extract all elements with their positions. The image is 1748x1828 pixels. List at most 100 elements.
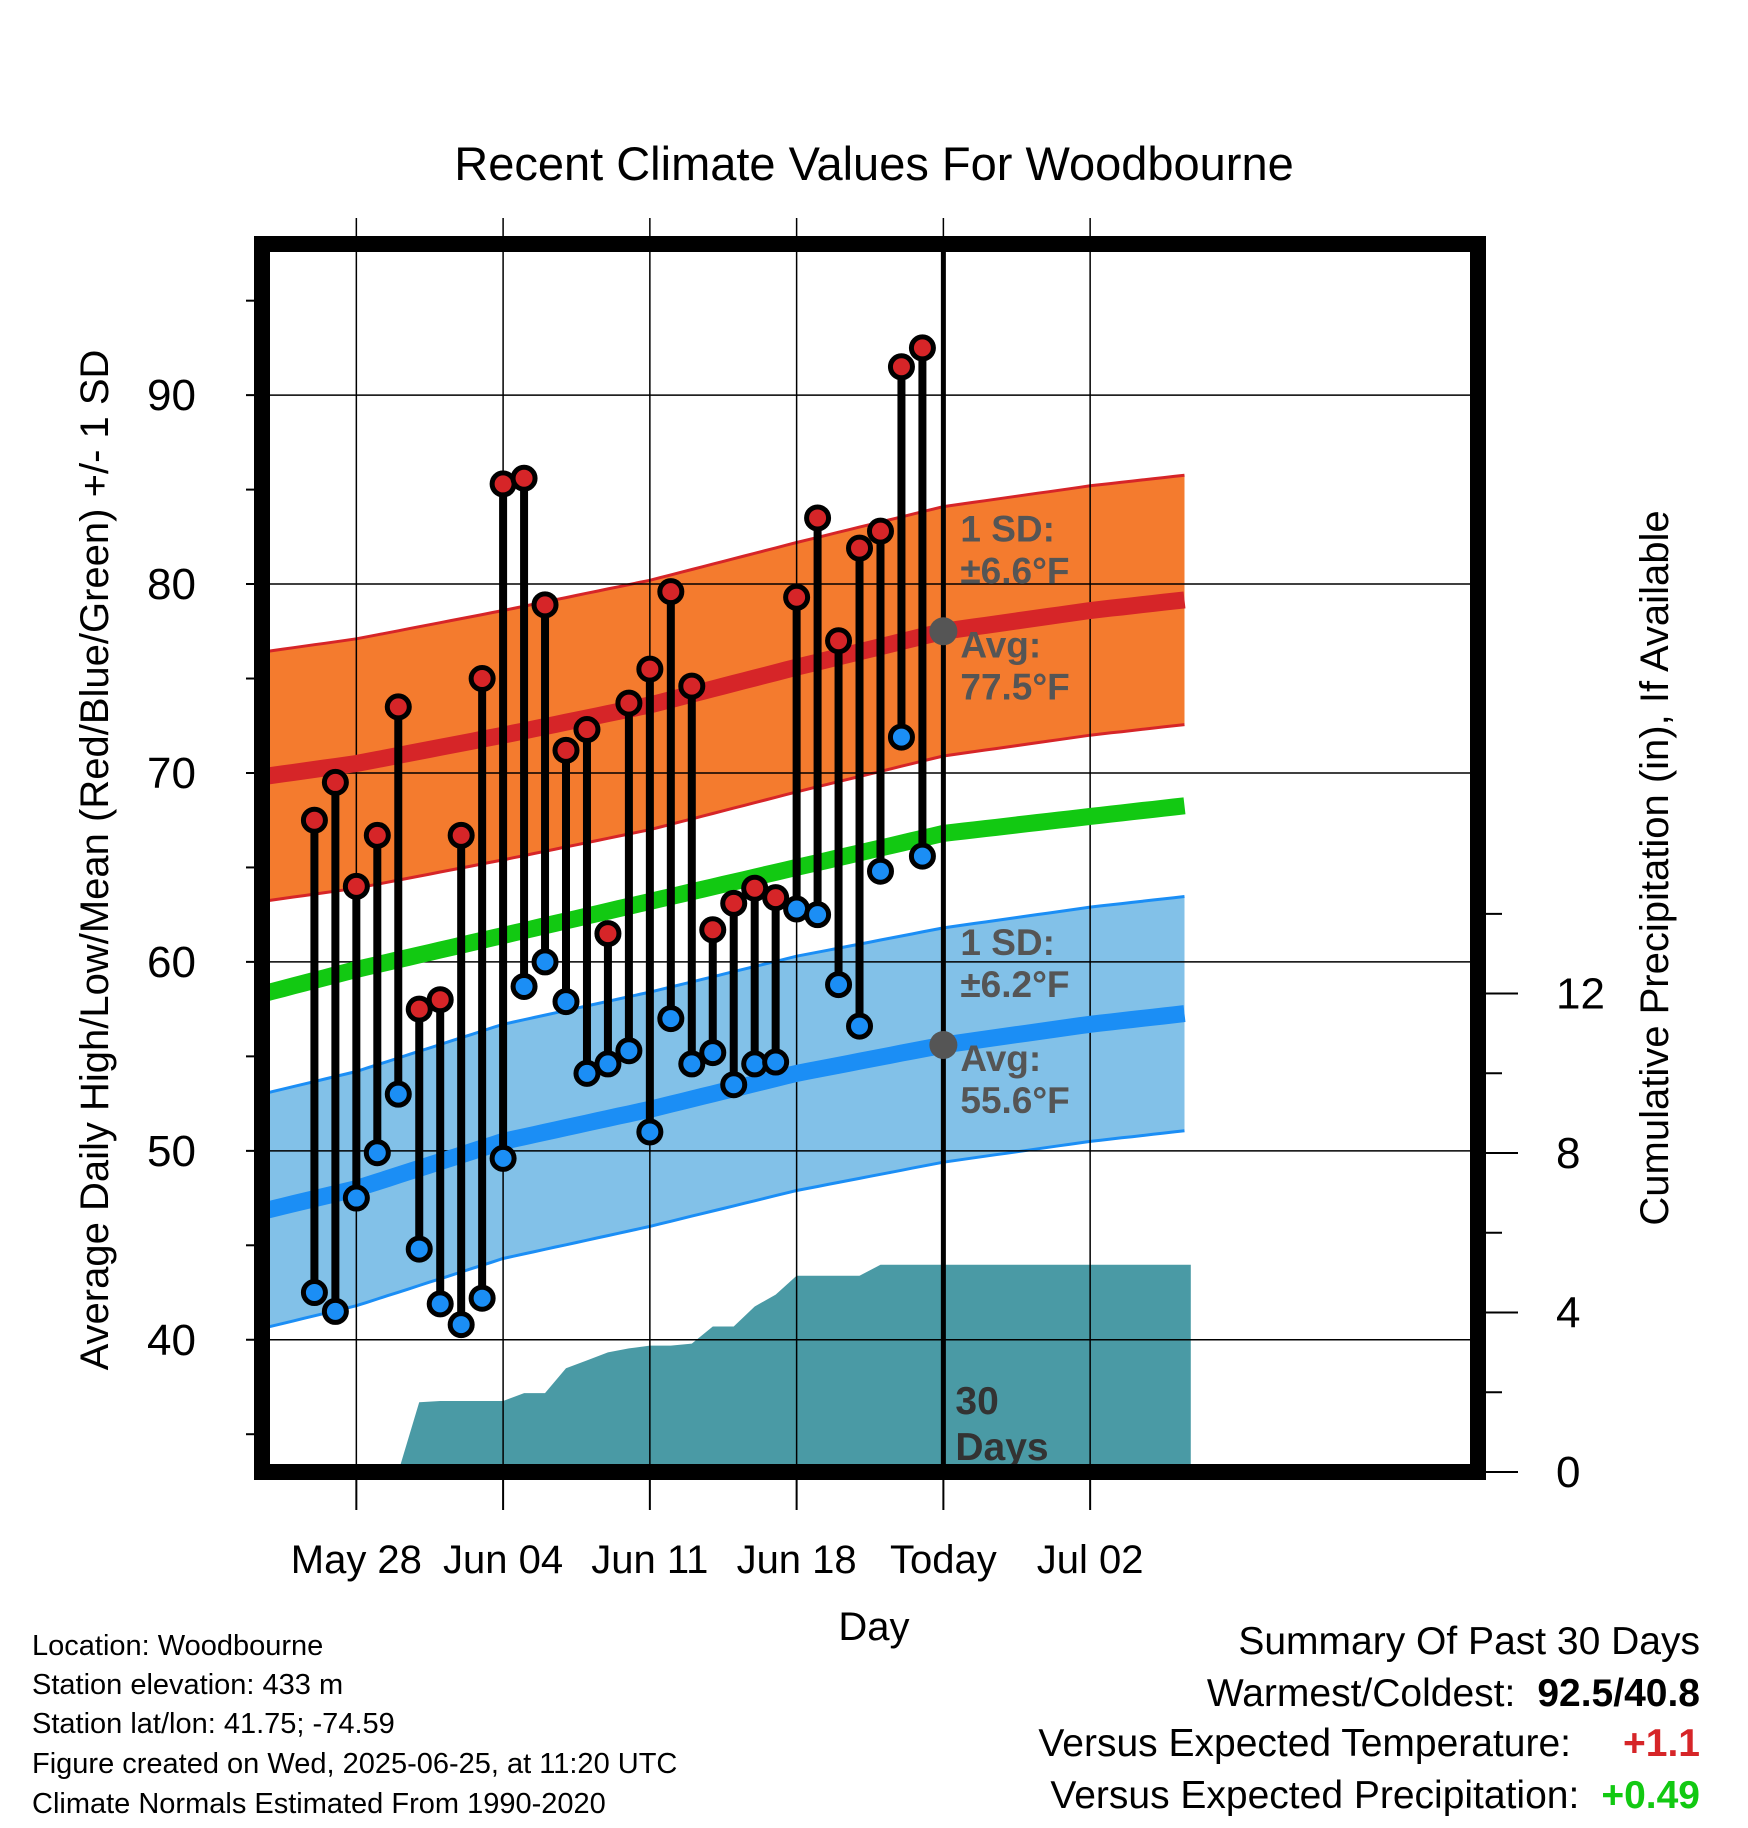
- daily-high-point: [363, 821, 391, 849]
- x-tick-label: Today: [890, 1538, 997, 1582]
- x-tick-label: Jun 04: [443, 1538, 563, 1582]
- daily-low-point: [636, 1118, 664, 1146]
- y-tick-label: 50: [147, 1127, 196, 1176]
- daily-low-point: [594, 1050, 622, 1078]
- daily-high-point: [615, 689, 643, 717]
- y-tick-label: 60: [147, 938, 196, 987]
- info-normals: Climate Normals Estimated From 1990-2020: [32, 1788, 606, 1820]
- daily-low-point: [720, 1071, 748, 1099]
- y2-tick-label: 0: [1556, 1448, 1580, 1497]
- sd-band-low: [262, 896, 1185, 1329]
- daily-low-point: [342, 1184, 370, 1212]
- daily-high-point: [405, 995, 433, 1023]
- daily-low-point: [573, 1059, 601, 1087]
- summary-title: Summary Of Past 30 Days: [1238, 1620, 1700, 1664]
- daily-high-point: [825, 627, 853, 655]
- daily-low-point: [447, 1311, 475, 1339]
- daily-high-point: [573, 716, 601, 744]
- summary-temp-row: Versus Expected Temperature: +1.1: [1038, 1722, 1700, 1766]
- summary-precip-row: Versus Expected Precipitation: +0.49: [1050, 1774, 1700, 1818]
- daily-low-point: [699, 1039, 727, 1067]
- daily-high-point: [552, 736, 580, 764]
- avg-marker: [929, 1031, 958, 1060]
- y2-axis-label: Cumulative Precipitation (in), If Availa…: [1633, 510, 1677, 1225]
- daily-high-point: [510, 464, 538, 492]
- daily-high-point: [846, 534, 874, 562]
- daily-high-point: [720, 889, 748, 917]
- summary-precip-label: Versus Expected Precipitation:: [1050, 1774, 1580, 1817]
- x-tick-label: Jun 18: [737, 1538, 857, 1582]
- sd-upper-high: [262, 473, 1185, 654]
- daily-low-point: [468, 1284, 496, 1312]
- daily-low-point: [510, 972, 538, 1000]
- y2-tick-label: 12: [1556, 970, 1605, 1019]
- daily-low-point: [657, 1005, 685, 1033]
- daily-low-point: [804, 901, 832, 929]
- daily-high-point: [636, 655, 664, 683]
- summary-temp-value: +1.1: [1623, 1722, 1700, 1765]
- daily-low-point: [300, 1279, 328, 1307]
- daily-high-point: [300, 806, 328, 834]
- summary-warmest-row: Warmest/Coldest: 92.5/40.8: [1207, 1672, 1700, 1716]
- daily-high-point: [804, 504, 832, 532]
- x-tick-label: Jul 02: [1037, 1538, 1144, 1582]
- daily-high-point: [468, 665, 496, 693]
- precip-area: [314, 1264, 1191, 1472]
- info-elevation: Station elevation: 433 m: [32, 1669, 344, 1701]
- period-label: 30: [955, 1380, 998, 1423]
- daily-high-point: [678, 672, 706, 700]
- daily-low-point: [825, 971, 853, 999]
- summary-title-text: Summary Of Past 30 Days: [1238, 1620, 1700, 1663]
- daily-high-point: [908, 334, 936, 362]
- x-axis-label: Day: [838, 1605, 909, 1649]
- daily-low-point: [615, 1037, 643, 1065]
- summary-temp-label: Versus Expected Temperature:: [1038, 1722, 1571, 1765]
- daily-high-point: [321, 768, 349, 796]
- sd-annotation: ±6.6°F: [960, 550, 1069, 591]
- chart-title: Recent Climate Values For Woodbourne: [454, 137, 1293, 190]
- avg-annotation: Avg:: [960, 624, 1041, 665]
- daily-high-point: [887, 353, 915, 381]
- daily-low-point: [363, 1139, 391, 1167]
- daily-low-point: [489, 1144, 517, 1172]
- daily-high-point: [531, 591, 559, 619]
- info-location: Location: Woodbourne: [32, 1630, 324, 1662]
- x-tick-label: May 28: [291, 1538, 422, 1582]
- x-tick-label: Jun 11: [591, 1538, 708, 1582]
- daily-high-point: [762, 884, 790, 912]
- sd-annotation: 1 SD:: [960, 508, 1055, 549]
- daily-low-point: [426, 1290, 454, 1318]
- daily-low-point: [531, 948, 559, 976]
- y-tick-label: 90: [147, 371, 196, 420]
- sd-annotation: 1 SD:: [960, 922, 1055, 963]
- daily-high-point: [699, 916, 727, 944]
- daily-high-point: [342, 872, 370, 900]
- sd-lower-high: [262, 723, 1185, 903]
- summary-warmest-label: Warmest/Coldest:: [1206, 1672, 1516, 1715]
- plot-frame: [254, 236, 1486, 1480]
- daily-low-point: [908, 842, 936, 870]
- daily-high-point: [657, 578, 685, 606]
- info-created: Figure created on Wed, 2025-06-25, at 11…: [32, 1748, 678, 1780]
- y-tick-label: 70: [147, 749, 196, 798]
- sd-lower-low: [262, 1129, 1185, 1330]
- daily-low-point: [321, 1297, 349, 1325]
- daily-low-point: [887, 723, 915, 751]
- summary-warmest-value: 92.5/40.8: [1537, 1672, 1700, 1715]
- y-tick-label: 80: [147, 560, 196, 609]
- y-tick-label: 40: [147, 1316, 196, 1365]
- daily-low-point: [846, 1012, 874, 1040]
- daily-high-point: [783, 583, 811, 611]
- daily-low-point: [405, 1235, 433, 1263]
- info-latlon: Station lat/lon: 41.75; -74.59: [32, 1708, 395, 1740]
- daily-low-point: [384, 1080, 412, 1108]
- daily-high-point: [594, 920, 622, 948]
- daily-high-point: [741, 874, 769, 902]
- avg-annotation: Avg:: [960, 1038, 1041, 1079]
- daily-low-point: [678, 1050, 706, 1078]
- daily-high-point: [384, 693, 412, 721]
- daily-low-point: [762, 1048, 790, 1076]
- daily-high-point: [447, 821, 475, 849]
- avg-annotation: 77.5°F: [960, 666, 1069, 707]
- avg-marker: [929, 617, 958, 646]
